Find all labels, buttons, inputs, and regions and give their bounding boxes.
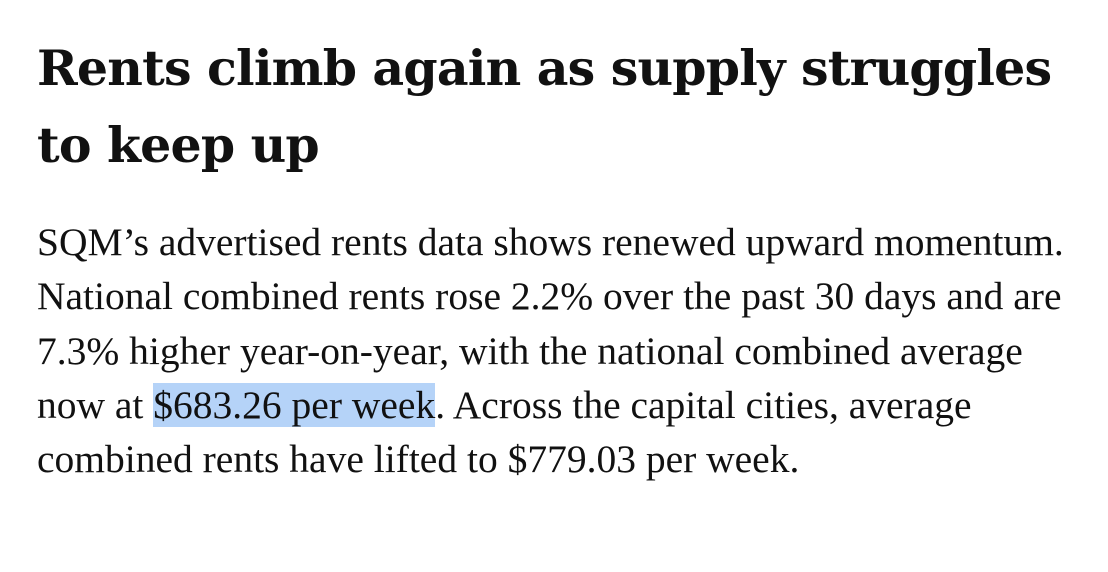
article-headline: Rents climb again as supply struggles to…: [37, 39, 1052, 174]
article: Rents climb again as supply struggles to…: [37, 30, 1087, 486]
article-paragraph: SQM’s advertised rents data shows renewe…: [37, 215, 1087, 486]
selected-text-highlight[interactable]: $683.26 per week: [153, 382, 436, 427]
paragraph-text-after-selection: . Across the capital cities, average com…: [37, 382, 972, 482]
paragraph-text-before-selection: SQM’s advertised rents data shows renewe…: [37, 220, 1064, 427]
